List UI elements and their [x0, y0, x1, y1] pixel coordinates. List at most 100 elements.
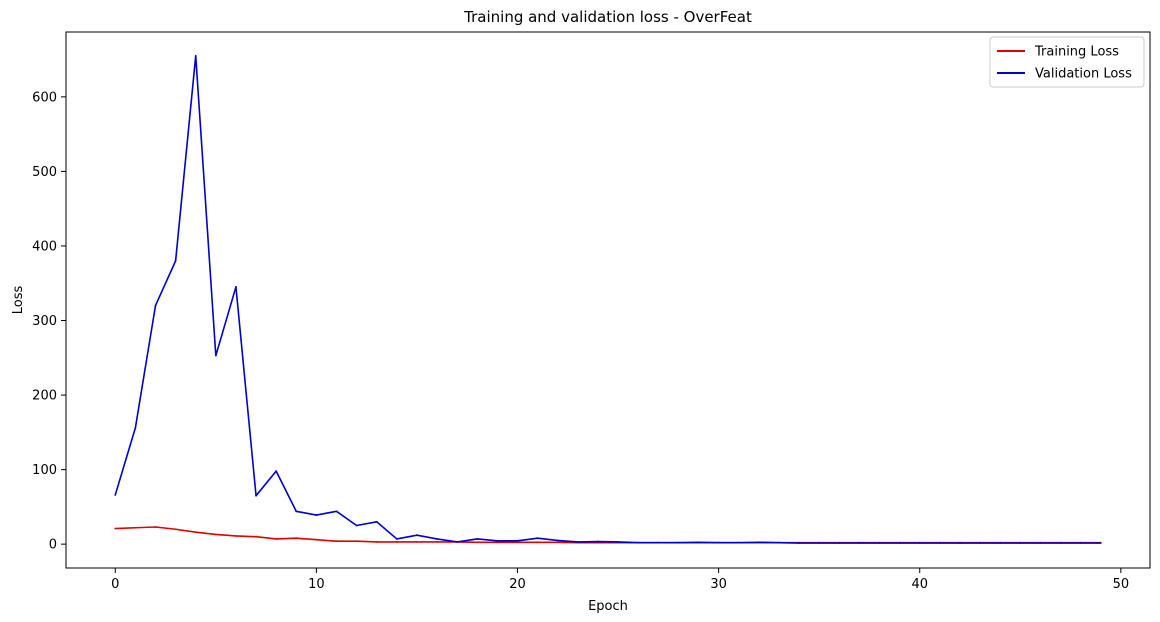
y-tick-label: 400 [32, 239, 57, 254]
y-tick-label: 600 [32, 90, 57, 105]
data-point-training-loss [174, 528, 177, 531]
data-point-validation-loss [798, 542, 800, 544]
y-tick-label: 300 [32, 314, 57, 329]
chart-title: Training and validation loss - OverFeat [463, 8, 752, 26]
data-point-training-loss [395, 541, 398, 543]
data-point-validation-loss [576, 541, 579, 543]
y-axis-label: Loss [11, 286, 26, 315]
data-point-training-loss [536, 541, 539, 544]
data-point-training-loss [134, 526, 137, 529]
data-point-validation-loss [556, 539, 559, 542]
data-point-validation-loss [999, 542, 1002, 544]
y-tick-label: 100 [32, 463, 57, 478]
data-point-validation-loss [375, 520, 378, 523]
data-point-validation-loss [838, 542, 841, 544]
data-point-training-loss [355, 540, 358, 543]
data-point-training-loss [214, 533, 217, 536]
data-point-validation-loss [416, 534, 418, 537]
data-point-training-loss [255, 535, 257, 538]
data-point-validation-loss [255, 494, 257, 497]
x-axis-label: Epoch [588, 599, 628, 614]
data-point-validation-loss [737, 541, 740, 544]
data-point-validation-loss [1099, 542, 1102, 544]
data-point-validation-loss [355, 524, 358, 527]
data-point-validation-loss [597, 540, 599, 543]
data-point-training-loss [235, 535, 237, 537]
data-point-training-loss [375, 541, 378, 543]
x-tick-label: 40 [911, 577, 928, 592]
data-point-validation-loss [617, 541, 619, 543]
data-point-training-loss [295, 537, 298, 540]
data-point-validation-loss [757, 541, 760, 544]
data-point-validation-loss [295, 510, 298, 513]
plot-frame [65, 31, 1151, 569]
data-point-validation-loss [194, 54, 197, 57]
data-point-validation-loss [1059, 542, 1062, 544]
data-point-validation-loss [878, 542, 881, 544]
legend-box [989, 36, 1145, 88]
x-tick-label: 0 [111, 577, 119, 592]
legend: Training Loss Validation Loss [989, 36, 1145, 88]
data-point-training-loss [194, 531, 197, 534]
data-point-validation-loss [959, 542, 961, 544]
data-point-validation-loss [1019, 542, 1022, 544]
data-point-validation-loss [717, 541, 720, 544]
data-point-validation-loss [1039, 542, 1042, 544]
y-tick-label: 0 [49, 538, 57, 553]
data-point-validation-loss [235, 286, 237, 288]
data-point-validation-loss [677, 541, 680, 544]
data-point-validation-loss [1079, 542, 1082, 544]
data-point-validation-loss [697, 541, 700, 544]
series-line-validation-loss [114, 55, 1101, 544]
data-point-training-loss [416, 541, 418, 543]
data-point-validation-loss [496, 539, 499, 542]
data-point-validation-loss [395, 538, 398, 540]
x-axis-ticks: 0 10 20 30 40 50 [111, 568, 1129, 592]
data-point-training-loss [335, 540, 338, 543]
legend-label-validation-loss: Validation Loss [1035, 67, 1132, 82]
data-point-validation-loss [778, 541, 780, 544]
data-point-validation-loss [818, 542, 821, 544]
data-point-training-loss [436, 541, 438, 543]
data-point-training-loss [496, 541, 499, 544]
data-point-training-loss [315, 538, 318, 541]
data-point-validation-loss [536, 537, 539, 540]
data-point-training-loss [476, 541, 479, 544]
x-tick-label: 50 [1113, 577, 1130, 592]
data-point-training-loss [275, 538, 278, 540]
data-point-validation-loss [436, 538, 438, 540]
data-point-validation-loss [657, 541, 660, 544]
data-point-training-loss [154, 526, 157, 528]
data-point-validation-loss [516, 539, 519, 542]
data-point-validation-loss [134, 426, 137, 429]
series-line-training-loss [115, 526, 1101, 544]
data-point-validation-loss [979, 542, 981, 544]
y-axis-ticks: 0 100 200 300 400 500 600 [32, 90, 66, 553]
x-tick-label: 20 [509, 577, 526, 592]
data-point-validation-loss [335, 510, 338, 513]
data-point-validation-loss [637, 541, 640, 544]
x-tick-label: 30 [710, 577, 727, 592]
y-tick-label: 200 [32, 389, 57, 404]
data-point-validation-loss [938, 542, 941, 544]
data-point-training-loss [556, 541, 559, 544]
data-point-validation-loss [918, 542, 921, 544]
data-point-validation-loss [858, 542, 861, 544]
data-point-validation-loss [476, 538, 479, 540]
data-point-validation-loss [154, 304, 157, 307]
data-point-validation-loss [456, 541, 459, 543]
y-tick-label: 500 [32, 165, 57, 180]
data-point-training-loss [114, 527, 117, 530]
data-point-validation-loss [114, 494, 117, 496]
data-point-validation-loss [174, 259, 177, 262]
data-point-training-loss [516, 541, 519, 544]
legend-label-training-loss: Training Loss [1034, 45, 1119, 60]
x-tick-label: 10 [308, 577, 325, 592]
data-point-validation-loss [275, 470, 278, 472]
data-point-validation-loss [315, 514, 318, 516]
plot-area [114, 54, 1102, 544]
data-point-validation-loss [898, 542, 901, 544]
data-point-validation-loss [214, 354, 217, 357]
